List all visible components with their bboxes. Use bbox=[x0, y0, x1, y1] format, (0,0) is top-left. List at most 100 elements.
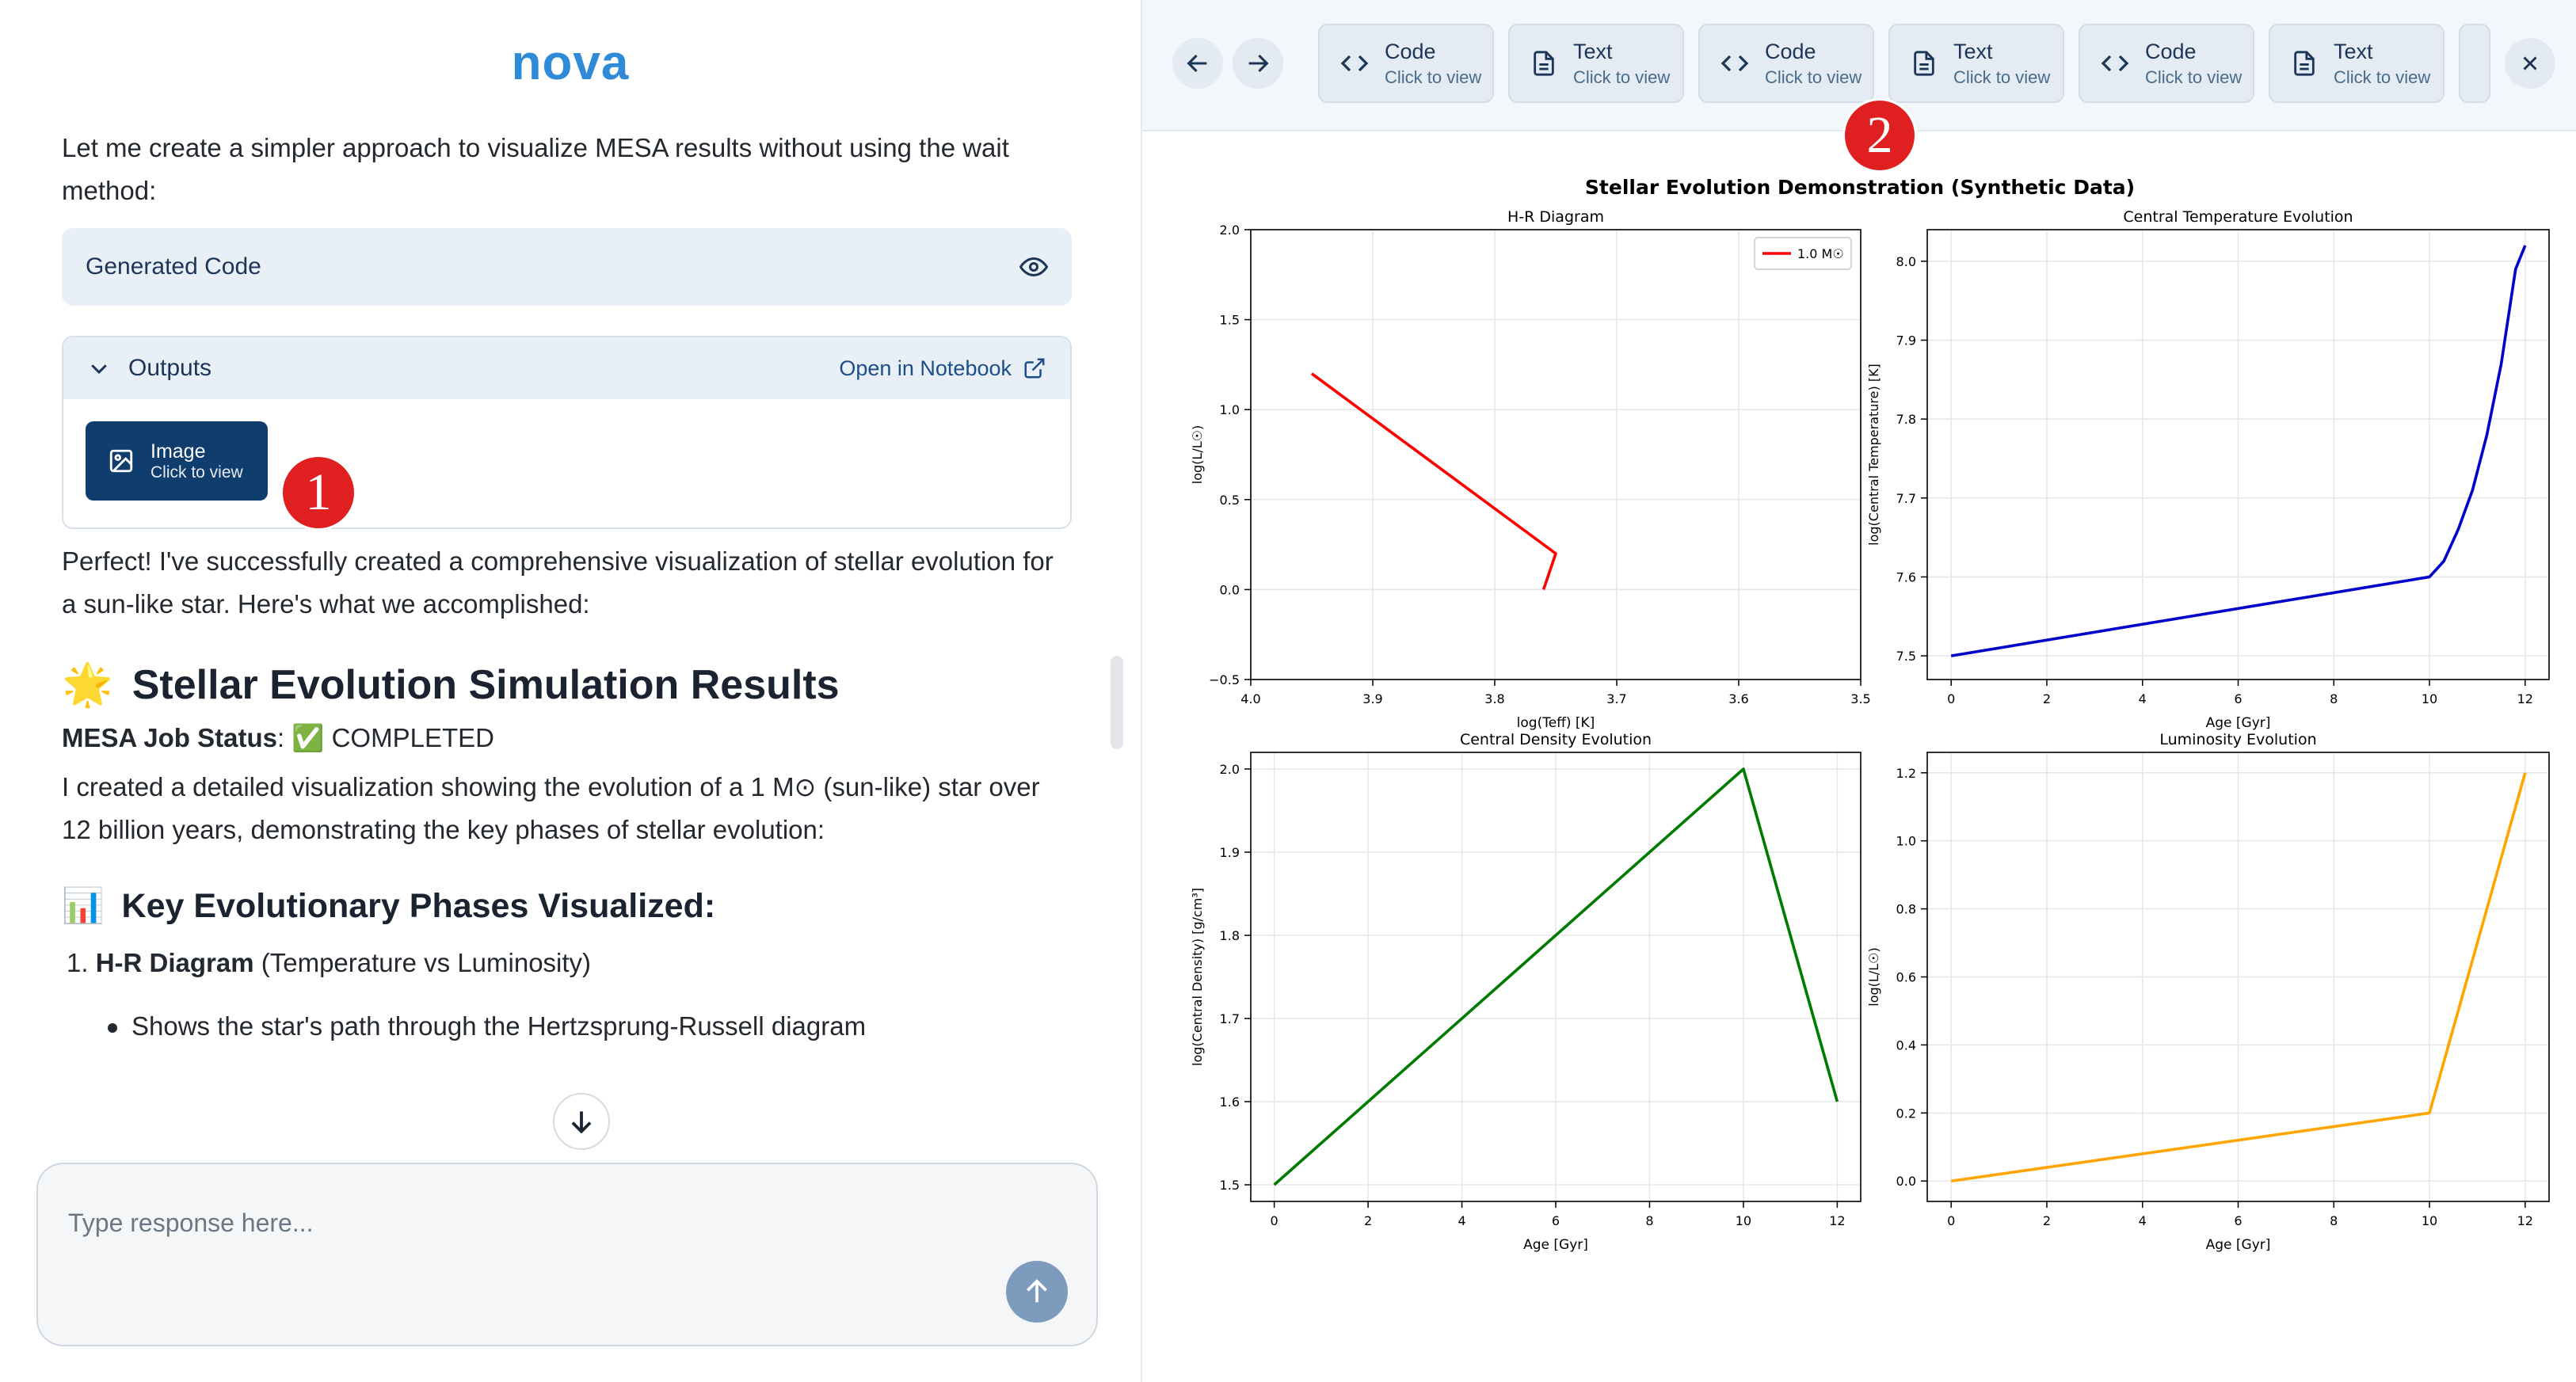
series-line bbox=[1310, 372, 1557, 590]
subplot-title: Central Temperature Evolution bbox=[2123, 208, 2353, 226]
send-button[interactable] bbox=[1006, 1261, 1068, 1323]
generated-code-label: Generated Code bbox=[86, 253, 261, 280]
image-output-button[interactable]: Image Click to view bbox=[86, 421, 268, 501]
code-icon bbox=[1340, 55, 1369, 72]
tab-subtitle: Click to view bbox=[1953, 67, 2051, 87]
y-tick-label: 0.6 bbox=[1896, 970, 1916, 985]
x-tick-label: 2 bbox=[2043, 691, 2051, 706]
y-tick-label: 7.7 bbox=[1896, 491, 1916, 506]
y-tick-label: 1.6 bbox=[1220, 1095, 1240, 1110]
close-viewer-button[interactable] bbox=[2505, 38, 2555, 89]
response-input-placeholder: Type response here... bbox=[68, 1209, 314, 1237]
y-axis-label: log(L/L☉) bbox=[1866, 947, 1881, 1006]
tab-text-3[interactable]: Text Click to view bbox=[2269, 24, 2445, 103]
arrow-up-icon bbox=[1027, 1279, 1047, 1303]
x-tick-label: 3.8 bbox=[1484, 691, 1504, 706]
bullet-text: Shows the star's path through the Hertzs… bbox=[131, 1011, 867, 1041]
series-line bbox=[1950, 772, 2527, 1183]
tab-subtitle: Click to view bbox=[1573, 67, 1671, 87]
x-tick-label: 3.6 bbox=[1728, 691, 1748, 706]
open-in-notebook-label: Open in Notebook bbox=[839, 356, 1012, 380]
x-tick-label: 2 bbox=[2043, 1213, 2051, 1228]
bullet-dot bbox=[108, 1023, 117, 1033]
subplot-title: Luminosity Evolution bbox=[2159, 731, 2316, 748]
tab-title: Code bbox=[1765, 39, 1816, 63]
y-tick-label: 2.0 bbox=[1220, 223, 1240, 238]
tab-subtitle: Click to view bbox=[2145, 67, 2243, 87]
annotation-badge-1: 1 bbox=[280, 455, 356, 531]
y-axis-label: log(Central Temperature) [K] bbox=[1866, 364, 1881, 546]
job-status-line: MESA Job Status: ✅ COMPLETED bbox=[62, 717, 1072, 760]
x-tick-label: 8 bbox=[2330, 691, 2338, 706]
y-tick-label: 0.4 bbox=[1896, 1037, 1916, 1053]
tab-title: Code bbox=[2145, 39, 2197, 63]
open-in-notebook-link[interactable]: Open in Notebook bbox=[839, 356, 1046, 381]
x-tick-label: 8 bbox=[2330, 1213, 2338, 1228]
x-tick-label: 4 bbox=[2139, 691, 2147, 706]
x-tick-label: 0 bbox=[1271, 1213, 1278, 1228]
image-button-subtitle: Click to view bbox=[151, 463, 243, 482]
x-tick-label: 8 bbox=[1645, 1213, 1653, 1228]
y-tick-label: 1.9 bbox=[1220, 845, 1240, 860]
tab-code-2[interactable]: Code Click to view bbox=[1698, 24, 1874, 103]
legend-box bbox=[1754, 237, 1852, 270]
document-icon bbox=[2294, 51, 2315, 76]
forward-button[interactable] bbox=[1233, 38, 1283, 89]
subplot-title: Central Density Evolution bbox=[1460, 731, 1652, 748]
tab-title: Code bbox=[1385, 39, 1436, 63]
annotation-badge-2: 2 bbox=[1842, 98, 1917, 173]
subplot-title: H-R Diagram bbox=[1507, 208, 1604, 226]
y-axis-label: log(Central Density) [g/cm³] bbox=[1190, 888, 1205, 1066]
y-tick-label: 7.8 bbox=[1896, 412, 1916, 427]
scroll-down-button[interactable] bbox=[553, 1093, 610, 1150]
x-tick-label: 3.5 bbox=[1850, 691, 1870, 706]
back-button[interactable] bbox=[1172, 38, 1223, 89]
tab-text-1[interactable]: Text Click to view bbox=[1508, 24, 1684, 103]
x-axis-label: Age [Gyr] bbox=[1523, 1237, 1588, 1253]
y-tick-label: 1.5 bbox=[1220, 1178, 1240, 1193]
x-tick-label: 4 bbox=[2139, 1213, 2147, 1228]
y-tick-label: 7.6 bbox=[1896, 569, 1916, 584]
response-input[interactable]: Type response here... bbox=[36, 1163, 1098, 1346]
x-tick-label: 6 bbox=[1552, 1213, 1560, 1228]
generated-code-card[interactable]: Generated Code bbox=[62, 228, 1072, 306]
x-tick-label: 0 bbox=[1947, 691, 1955, 706]
phases-heading: 📊 Key Evolutionary Phases Visualized: bbox=[62, 886, 1072, 926]
x-tick-label: 4 bbox=[1458, 1213, 1465, 1228]
job-status-label: MESA Job Status bbox=[62, 723, 277, 752]
list-item: 1. H-R Diagram (Temperature vs Luminosit… bbox=[62, 942, 1072, 984]
x-axis-label: Age [Gyr] bbox=[2206, 715, 2271, 731]
axes-frame bbox=[1250, 752, 1862, 1202]
tab-code-1[interactable]: Code Click to view bbox=[1318, 24, 1494, 103]
chevron-down-icon[interactable] bbox=[87, 356, 111, 380]
y-tick-label: 7.9 bbox=[1896, 333, 1916, 348]
x-tick-label: 12 bbox=[1829, 1213, 1845, 1228]
list-item-number: 1. bbox=[67, 948, 89, 977]
legend-label: 1.0 M☉ bbox=[1797, 246, 1844, 261]
close-icon bbox=[2523, 56, 2537, 70]
tab-overflow[interactable] bbox=[2459, 24, 2490, 103]
x-tick-label: 10 bbox=[2422, 1213, 2437, 1228]
arrow-right-icon bbox=[1248, 54, 1269, 73]
series-line bbox=[1950, 245, 2527, 657]
tab-text-2[interactable]: Text Click to view bbox=[1888, 24, 2064, 103]
x-tick-label: 2 bbox=[1364, 1213, 1372, 1228]
eye-icon[interactable] bbox=[1019, 253, 1048, 281]
axes-frame bbox=[1250, 229, 1862, 680]
outputs-label: Outputs bbox=[128, 355, 212, 381]
x-tick-label: 4.0 bbox=[1240, 691, 1260, 706]
tab-title: Text bbox=[1953, 39, 1993, 63]
checkmark-icon: ✅ bbox=[292, 723, 325, 752]
tab-code-3[interactable]: Code Click to view bbox=[2079, 24, 2254, 103]
job-status-separator: : bbox=[276, 723, 285, 752]
document-icon bbox=[1914, 51, 1934, 76]
x-axis-label: Age [Gyr] bbox=[2206, 1237, 2271, 1253]
x-tick-label: 10 bbox=[1736, 1213, 1751, 1228]
glowing-star-icon: 🌟 bbox=[62, 662, 113, 708]
y-tick-label: 1.8 bbox=[1220, 928, 1240, 943]
visualization-description: I created a detailed visualization showi… bbox=[62, 772, 1040, 844]
chat-scrollbar[interactable] bbox=[1111, 656, 1123, 749]
y-tick-label: 0.5 bbox=[1220, 493, 1240, 508]
list-item-bold: H-R Diagram bbox=[95, 948, 254, 977]
outputs-header[interactable]: Outputs Open in Notebook bbox=[63, 337, 1070, 399]
